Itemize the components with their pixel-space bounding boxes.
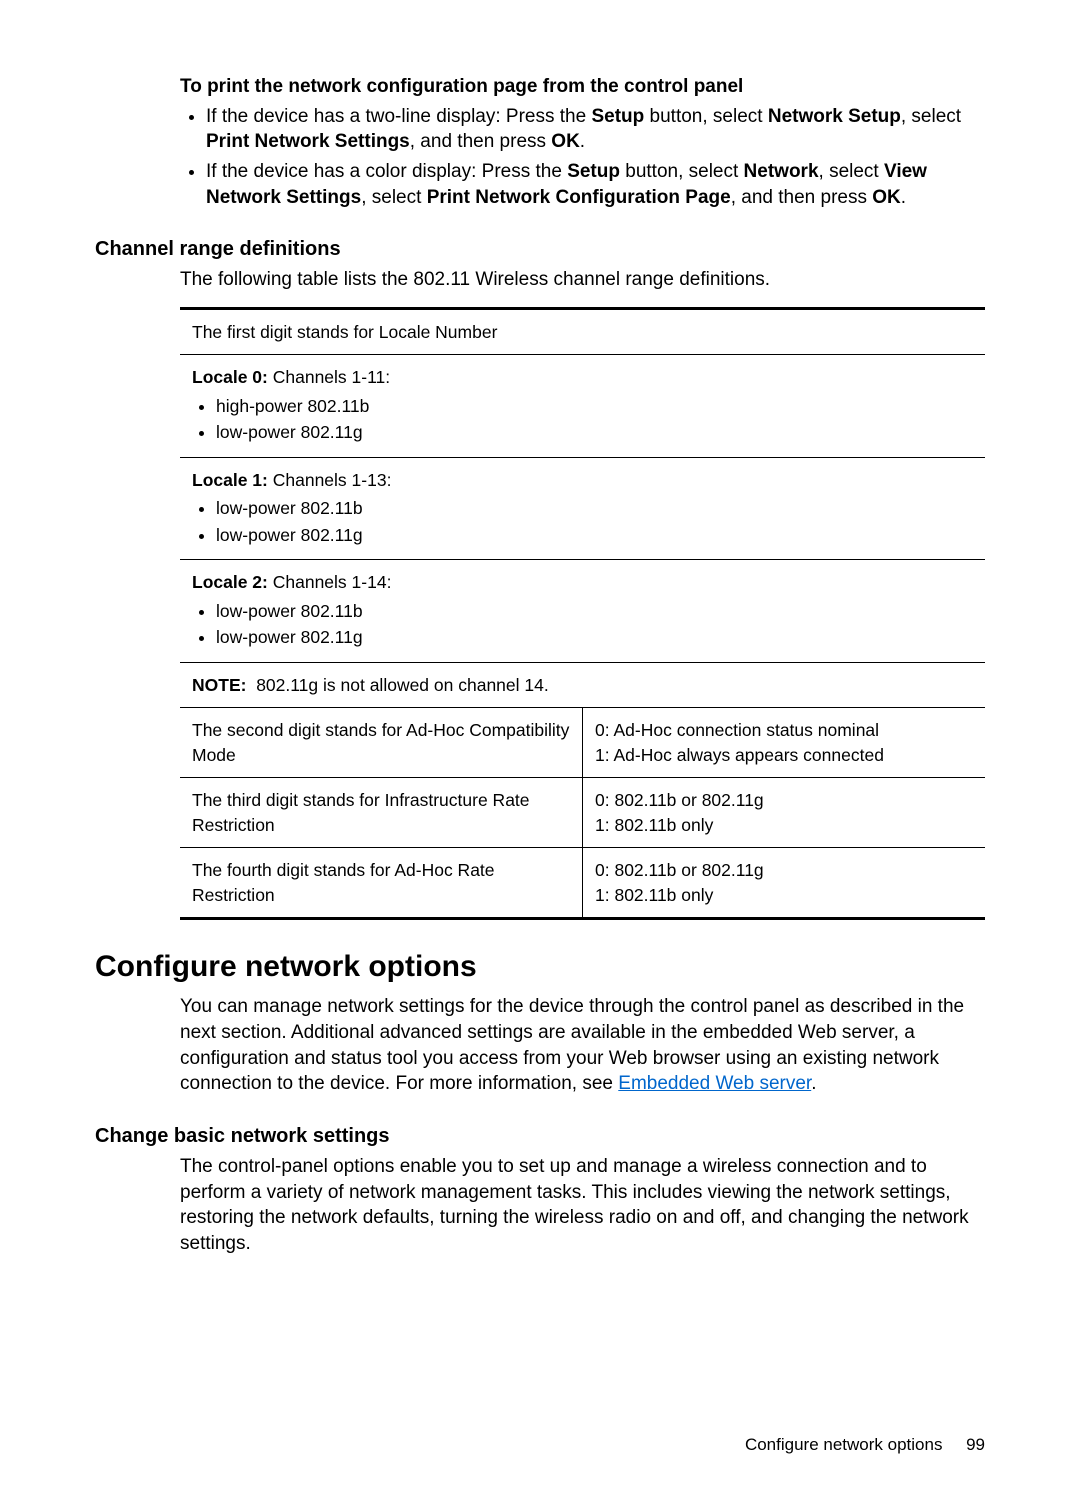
table-cell: The third digit stands for Infrastructur…	[180, 778, 583, 848]
list-item: low-power 802.11g	[216, 625, 973, 650]
locale-title: Locale 0:	[192, 367, 268, 387]
text: .	[901, 187, 906, 208]
kw: Setup	[567, 161, 620, 182]
list-item: low-power 802.11g	[216, 523, 973, 548]
page-footer: Configure network options 99	[745, 1435, 985, 1455]
text: button, select	[644, 106, 768, 127]
locale-title: Locale 2:	[192, 572, 268, 592]
table-row: The first digit stands for Locale Number	[180, 308, 985, 355]
text: 0: 802.11b or 802.11g	[595, 788, 973, 813]
print-config-heading: To print the network configuration page …	[180, 74, 985, 100]
footer-label: Configure network options	[745, 1435, 943, 1454]
change-settings-para: The control-panel options enable you to …	[180, 1154, 985, 1257]
kw: OK	[872, 187, 901, 208]
embedded-web-server-link[interactable]: Embedded Web server	[618, 1073, 811, 1094]
channel-range-heading: Channel range definitions	[95, 238, 985, 261]
note-row: NOTE: 802.11g is not allowed on channel …	[180, 662, 985, 708]
text: , and then press	[410, 131, 552, 152]
text: 0: Ad-Hoc connection status nominal	[595, 718, 973, 743]
list-item: low-power 802.11g	[216, 420, 973, 445]
text: 0: 802.11b or 802.11g	[595, 858, 973, 883]
text: , and then press	[731, 187, 873, 208]
list-item: high-power 802.11b	[216, 394, 973, 419]
table-cell: 0: 802.11b or 802.11g 1: 802.11b only	[583, 778, 986, 848]
kw: Network Setup	[768, 106, 901, 127]
table-cell: 0: Ad-Hoc connection status nominal 1: A…	[583, 708, 986, 778]
footer-page: 99	[966, 1435, 985, 1454]
table-row: Locale 1: Channels 1-13: low-power 802.1…	[180, 457, 985, 560]
text: , select	[819, 161, 884, 182]
change-settings-heading: Change basic network settings	[95, 1125, 985, 1148]
channel-intro: The following table lists the 802.11 Wir…	[180, 267, 985, 293]
text: .	[580, 131, 585, 152]
configure-para: You can manage network settings for the …	[180, 994, 985, 1097]
kw: OK	[551, 131, 580, 152]
kw: Print Network Settings	[206, 131, 410, 152]
list-item: low-power 802.11b	[216, 599, 973, 624]
locale-range: Channels 1-11:	[268, 367, 390, 387]
text: , select	[361, 187, 426, 208]
list-item: If the device has a two-line display: Pr…	[206, 104, 985, 155]
channel-table: The first digit stands for Locale Number…	[180, 307, 985, 921]
text: 1: 802.11b only	[595, 883, 973, 908]
note-text: 802.11g is not allowed on channel 14.	[256, 675, 549, 695]
table-cell: The second digit stands for Ad-Hoc Compa…	[180, 708, 583, 778]
text: If the device has a two-line display: Pr…	[206, 106, 591, 127]
text: button, select	[620, 161, 744, 182]
list-item: If the device has a color display: Press…	[206, 159, 985, 210]
list-item: low-power 802.11b	[216, 496, 973, 521]
table-cell: 0: 802.11b or 802.11g 1: 802.11b only	[583, 848, 986, 919]
text: 1: Ad-Hoc always appears connected	[595, 743, 973, 768]
table-row: Locale 0: Channels 1-11: high-power 802.…	[180, 355, 985, 458]
table-cell: The fourth digit stands for Ad-Hoc Rate …	[180, 848, 583, 919]
kw: Print Network Configuration Page	[427, 187, 731, 208]
kw: Setup	[591, 106, 644, 127]
text: 1: 802.11b only	[595, 813, 973, 838]
print-config-list: If the device has a two-line display: Pr…	[180, 104, 985, 211]
locale-range: Channels 1-13:	[268, 470, 392, 490]
locale-range: Channels 1-14:	[268, 572, 392, 592]
text: If the device has a color display: Press…	[206, 161, 567, 182]
text: You can manage network settings for the …	[180, 996, 964, 1094]
table-row: Locale 2: Channels 1-14: low-power 802.1…	[180, 560, 985, 663]
text: , select	[901, 106, 961, 127]
configure-heading: Configure network options	[95, 950, 985, 984]
locale-title: Locale 1:	[192, 470, 268, 490]
kw: Network	[744, 161, 819, 182]
text: .	[811, 1073, 816, 1094]
note-label: NOTE:	[192, 675, 246, 695]
